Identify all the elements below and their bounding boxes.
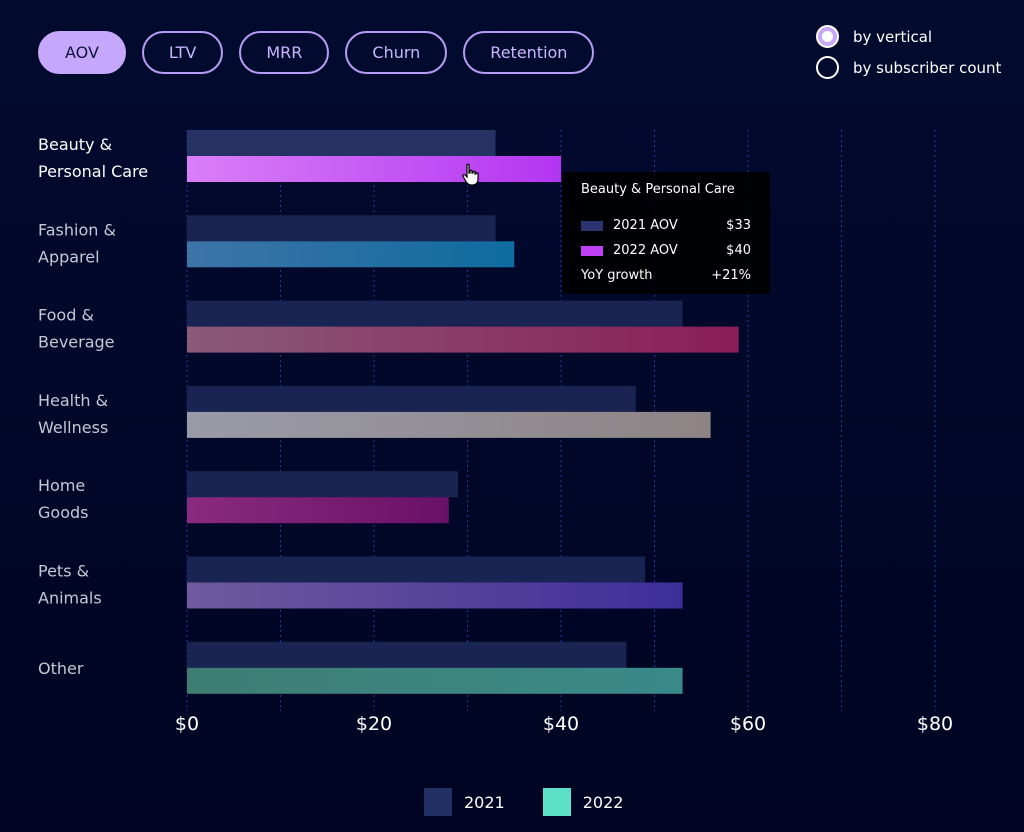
category-label: Fashion & Apparel [38, 220, 116, 266]
grouping-radio-group: by vertical by subscriber count [816, 21, 1001, 83]
bar-2022[interactable] [187, 582, 683, 609]
category-label: Other [38, 659, 84, 678]
chart-tooltip: Beauty & Personal Care 2021 AOV $33 2022… [562, 172, 770, 294]
category-label: Pets & Animals [38, 562, 102, 608]
bar-2021[interactable] [187, 471, 459, 498]
radio-option-0[interactable]: by vertical [816, 21, 1001, 52]
tooltip-value-2022: $40 [726, 243, 751, 258]
metric-tabs: AOV LTV MRR Churn Retention [38, 31, 595, 74]
x-tick-label: $40 [543, 713, 579, 735]
x-tick-label: $20 [356, 713, 392, 735]
bar-2021[interactable] [187, 556, 646, 583]
chart-legend: 2021 2022 [424, 788, 661, 816]
tooltip-swatch-2021 [581, 220, 603, 231]
tooltip-row-2022: 2022 AOV $40 [581, 238, 751, 263]
category-label: Health & Wellness [38, 391, 108, 437]
bar-chart: Beauty & Personal Care Fashion & Apparel Foo… [38, 130, 953, 735]
bar-2021[interactable] [187, 385, 636, 412]
tooltip-label-2021: 2021 AOV [613, 218, 678, 233]
legend-item-2022: 2022 [542, 788, 624, 816]
tooltip-growth-value: +21% [711, 268, 751, 283]
hand-cursor-icon [462, 163, 479, 186]
legend-label: 2022 [582, 792, 624, 812]
category-label: Food & Beverage [38, 306, 115, 352]
radio-option-1[interactable]: by subscriber count [816, 52, 1001, 83]
tooltip-growth-label: YoY growth [581, 268, 653, 283]
legend-swatch [424, 788, 452, 816]
radio-button[interactable] [816, 56, 839, 79]
x-tick-label: $80 [917, 713, 953, 735]
tooltip-row-2021: 2021 AOV $33 [581, 213, 751, 238]
bar-2021[interactable] [187, 300, 683, 327]
bar-2022[interactable] [187, 241, 515, 268]
bar-2021[interactable] [187, 215, 496, 242]
tooltip-value-2021: $33 [726, 218, 751, 233]
tab-mrr[interactable]: MRR [239, 31, 330, 74]
tooltip-title: Beauty & Personal Care [581, 182, 735, 197]
bar-2021[interactable] [187, 641, 627, 668]
bar-2022[interactable] [187, 411, 711, 438]
tab-aov[interactable]: AOV [38, 31, 126, 74]
tooltip-label-2022: 2022 AOV [613, 243, 678, 258]
legend-swatch [542, 788, 571, 816]
tooltip-row-growth: YoY growth +21% [581, 263, 751, 288]
tab-churn[interactable]: Churn [345, 31, 448, 74]
bar-2022[interactable] [187, 497, 449, 524]
bar-2022[interactable] [187, 667, 683, 694]
tab-ltv[interactable]: LTV [141, 31, 224, 74]
radio-button[interactable] [816, 25, 839, 48]
tooltip-swatch-2022 [581, 245, 603, 256]
category-label: Home Goods [38, 476, 88, 522]
legend-label: 2021 [464, 792, 505, 812]
bar-2021[interactable] [187, 130, 496, 156]
category-label: Beauty & Personal Care [38, 135, 148, 181]
bar-2022[interactable] [187, 156, 561, 182]
x-tick-label: $0 [175, 713, 199, 735]
legend-item-2021: 2021 [424, 788, 505, 816]
x-tick-label: $60 [730, 713, 766, 735]
radio-label: by subscriber count [853, 58, 1002, 77]
tab-retention[interactable]: Retention [463, 31, 595, 74]
bar-2022[interactable] [187, 326, 739, 353]
radio-label: by vertical [853, 27, 933, 46]
